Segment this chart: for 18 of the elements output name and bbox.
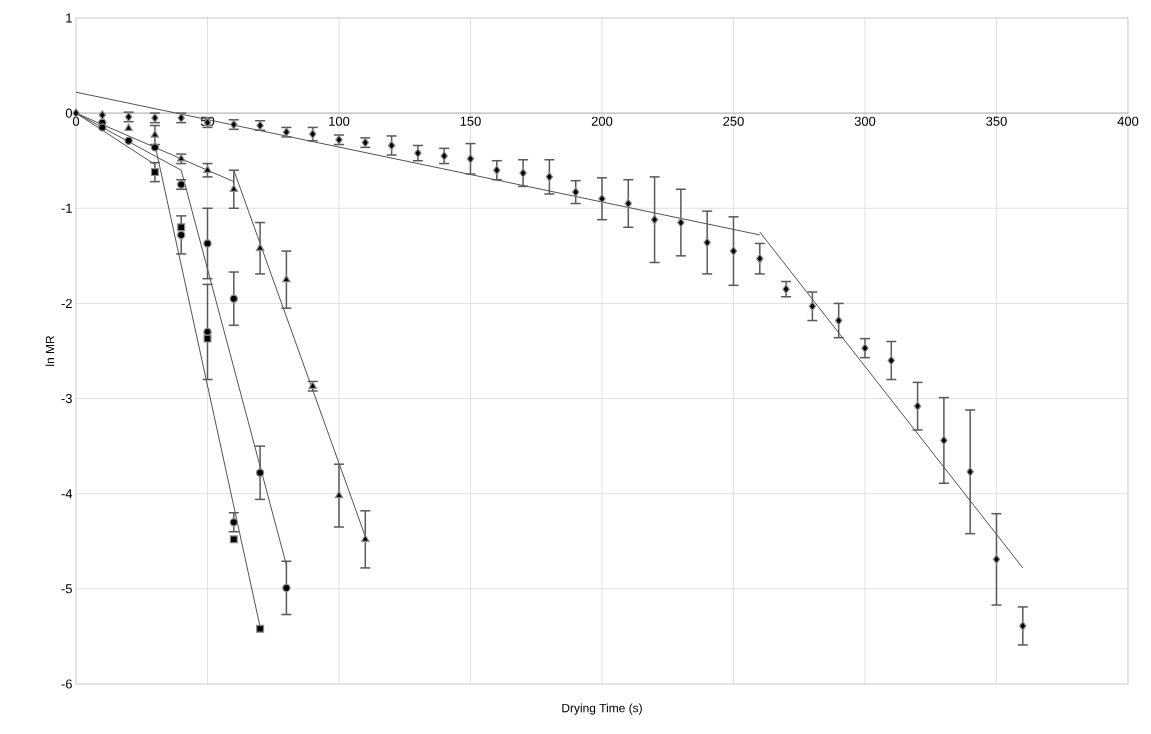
y-tick-label: -2 [61, 298, 72, 308]
y-tick-label: 0 [65, 108, 72, 118]
y-tick-label: -3 [61, 393, 72, 404]
x-tick-label: 0 [72, 116, 80, 126]
x-tick-label: 400 [1117, 116, 1139, 126]
y-tick-label: -4 [61, 489, 73, 499]
x-tick-label: 150 [460, 116, 481, 126]
x-tick-label: 350 [986, 116, 1007, 126]
x-axis-title: Drying Time (s) [562, 703, 642, 715]
x-tick-label: 250 [723, 116, 744, 126]
y-axis-title: ln MR [45, 335, 55, 366]
y-tick-label: -6 [61, 679, 72, 689]
y-tick-label: 1 [66, 13, 72, 23]
y-tick-label: -1 [61, 203, 72, 213]
y-tick-label: -5 [61, 584, 72, 594]
x-tick-label: 300 [854, 116, 876, 126]
x-tick-label: 200 [591, 116, 613, 126]
x-tick-label: 100 [329, 116, 350, 126]
